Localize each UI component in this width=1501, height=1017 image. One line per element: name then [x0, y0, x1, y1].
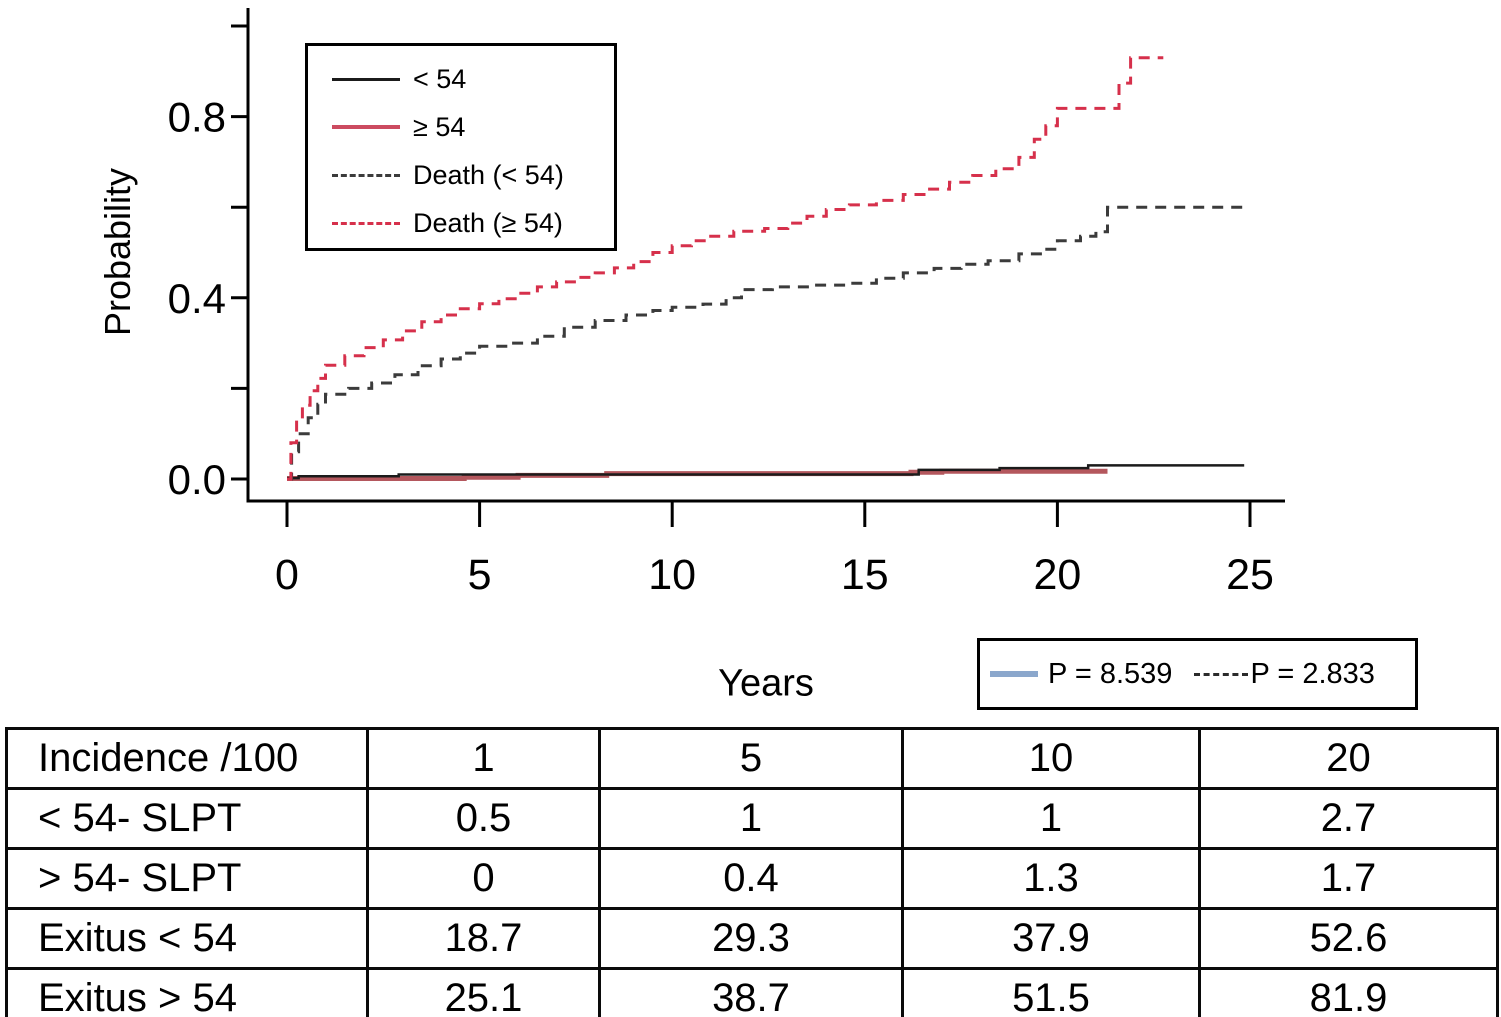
curve-slpt-lt54 — [287, 464, 1245, 480]
table-cell: 29.3 — [598, 907, 904, 970]
table-cell: 1.7 — [1198, 847, 1499, 910]
legend-item-death-lt54: Death (< 54) — [332, 151, 614, 199]
table-cell: > 54- SLPT — [5, 847, 369, 910]
table-header-cell: 5 — [598, 727, 904, 790]
y-axis-label: Probability — [97, 167, 138, 337]
x-axis-label: Years — [718, 662, 814, 705]
table-header-cell: 1 — [366, 727, 601, 790]
table-cell: 0 — [366, 847, 601, 910]
incidence-table: Incidence /100 1 5 10 20 < 54- SLPT 0.5 1 1 2.7 > … — [5, 727, 1499, 1017]
p-legend-item-1: P = 8.539 — [990, 658, 1172, 691]
legend-line-solid-blue — [990, 671, 1038, 677]
legend-item-ge54: ≥ 54 — [332, 103, 614, 151]
table-header-row: Incidence /100 1 5 10 20 — [5, 727, 1499, 790]
legend-line-dashed-red — [332, 221, 400, 225]
table-cell: 1 — [901, 787, 1201, 850]
table-cell: 1 — [598, 787, 904, 850]
survival-chart: 0.0 0.4 0.8 0 5 10 15 20 25 — [168, 8, 1285, 599]
legend-line-dashed-dark — [1194, 672, 1249, 676]
y-tick-label: 0.4 — [168, 275, 226, 322]
table-header-cell: 10 — [901, 727, 1201, 790]
p-value-legend: P = 8.539 P = 2.833 — [977, 638, 1418, 710]
legend-item-lt54: < 54 — [332, 55, 614, 103]
table-cell: 51.5 — [901, 967, 1201, 1017]
table-cell: 52.6 — [1198, 907, 1499, 970]
legend-line-dashed-black — [332, 173, 400, 177]
table-cell: 18.7 — [366, 907, 601, 970]
table-cell: 2.7 — [1198, 787, 1499, 850]
table-cell: 25.1 — [366, 967, 601, 1017]
legend-line-solid-black — [332, 77, 400, 81]
table-cell: Exitus > 54 — [5, 967, 369, 1017]
axes — [246, 8, 1285, 503]
x-tick-label: 0 — [275, 551, 299, 599]
legend-label: Death (< 54) — [413, 159, 564, 190]
table-cell: < 54- SLPT — [5, 787, 369, 850]
y-tick-label: 0.8 — [168, 94, 226, 141]
table-row: Exitus < 54 18.7 29.3 37.9 52.6 — [5, 907, 1499, 970]
table-cell: 0.4 — [598, 847, 904, 910]
curve-death-lt54 — [287, 205, 1245, 481]
legend-item-death-ge54: Death (≥ 54) — [332, 199, 614, 247]
p-legend-item-2: P = 2.833 — [1194, 657, 1375, 691]
table-cell: 1.3 — [901, 847, 1201, 910]
legend-label: Death (≥ 54) — [413, 207, 563, 238]
x-tick-label: 5 — [468, 551, 492, 599]
table-row: Exitus > 54 25.1 38.7 51.5 81.9 — [5, 967, 1499, 1017]
table-header-cell: 20 — [1198, 727, 1499, 790]
p-value-label: P = 8.539 — [1048, 657, 1173, 690]
table-header-cell: Incidence /100 — [5, 727, 369, 790]
table-cell: 38.7 — [598, 967, 904, 1017]
table-row: > 54- SLPT 0 0.4 1.3 1.7 — [5, 847, 1499, 910]
legend-label: < 54 — [413, 63, 467, 94]
x-tick-label: 20 — [1033, 551, 1081, 599]
curve-legend: < 54 ≥ 54 Death (< 54) Death (≥ 54) — [305, 43, 617, 251]
x-tick-label: 25 — [1226, 551, 1274, 599]
legend-line-solid-red — [332, 125, 400, 129]
legend-label: ≥ 54 — [413, 111, 466, 142]
y-tick-label: 0.0 — [168, 456, 226, 503]
x-tick-label: 15 — [841, 551, 889, 599]
curve-death-ge54 — [287, 56, 1164, 481]
p-value-label: P = 2.833 — [1250, 657, 1375, 690]
table-cell: 0.5 — [366, 787, 601, 850]
table-cell: Exitus < 54 — [5, 907, 369, 970]
x-tick-label: 10 — [648, 551, 696, 599]
table-row: < 54- SLPT 0.5 1 1 2.7 — [5, 787, 1499, 850]
table-cell: 81.9 — [1198, 967, 1499, 1017]
table-cell: 37.9 — [901, 907, 1201, 970]
